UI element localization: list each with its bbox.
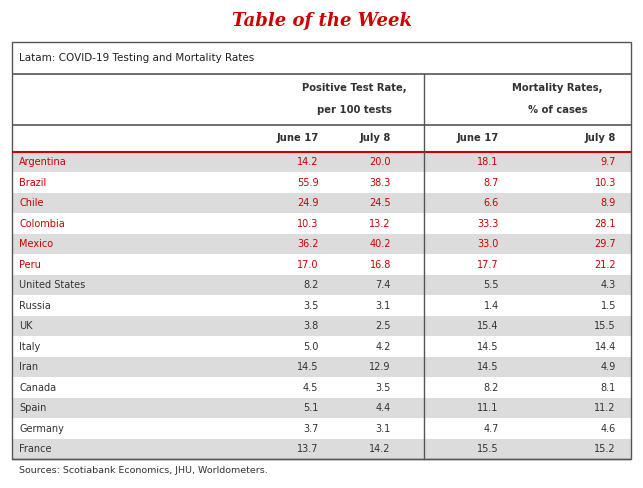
Text: 3.5: 3.5 [376, 383, 391, 392]
Text: 4.6: 4.6 [601, 424, 616, 433]
Text: 3.8: 3.8 [303, 321, 318, 331]
Text: 5.0: 5.0 [303, 342, 318, 351]
Text: Latam: COVID-19 Testing and Mortality Rates: Latam: COVID-19 Testing and Mortality Ra… [19, 53, 254, 63]
Text: 15.5: 15.5 [477, 444, 499, 454]
Text: Chile: Chile [19, 198, 44, 208]
Text: Spain: Spain [19, 403, 46, 413]
Text: 15.2: 15.2 [594, 444, 616, 454]
Text: 24.5: 24.5 [369, 198, 391, 208]
Text: 3.1: 3.1 [376, 301, 391, 310]
Text: Argentina: Argentina [19, 157, 67, 167]
Text: Mexico: Mexico [19, 239, 53, 249]
Text: per 100 tests: per 100 tests [317, 105, 392, 115]
Text: 55.9: 55.9 [297, 178, 318, 188]
Text: 4.9: 4.9 [601, 362, 616, 372]
Bar [12, 275, 631, 295]
Text: UK: UK [19, 321, 33, 331]
Text: 14.4: 14.4 [595, 342, 616, 351]
Text: 4.4: 4.4 [376, 403, 391, 413]
Text: Sources: Scotiabank Economics, JHU, Worldometers.: Sources: Scotiabank Economics, JHU, Worl… [19, 466, 267, 475]
Text: 8.2: 8.2 [303, 280, 318, 290]
Text: 13.2: 13.2 [370, 219, 391, 229]
Bar [12, 316, 631, 336]
Text: 15.4: 15.4 [477, 321, 499, 331]
Text: 29.7: 29.7 [594, 239, 616, 249]
Text: 2.5: 2.5 [376, 321, 391, 331]
Text: 1.5: 1.5 [601, 301, 616, 310]
Text: France: France [19, 444, 51, 454]
Text: 12.9: 12.9 [370, 362, 391, 372]
Text: Table of the Week: Table of the Week [231, 12, 412, 30]
Text: June 17: June 17 [276, 133, 318, 143]
Text: 28.1: 28.1 [594, 219, 616, 229]
Text: Italy: Italy [19, 342, 41, 351]
Text: Positive Test Rate,: Positive Test Rate, [302, 83, 407, 93]
Text: Peru: Peru [19, 260, 41, 270]
Text: 17.0: 17.0 [297, 260, 318, 270]
Text: 14.2: 14.2 [297, 157, 318, 167]
Text: 15.5: 15.5 [594, 321, 616, 331]
Text: 16.8: 16.8 [370, 260, 391, 270]
Text: 4.7: 4.7 [484, 424, 499, 433]
Text: 24.9: 24.9 [297, 198, 318, 208]
Text: Colombia: Colombia [19, 219, 65, 229]
Text: 14.5: 14.5 [297, 362, 318, 372]
Text: 9.7: 9.7 [601, 157, 616, 167]
Bar [12, 357, 631, 377]
Text: % of cases: % of cases [528, 105, 587, 115]
Text: 33.3: 33.3 [477, 219, 499, 229]
Text: 14.5: 14.5 [477, 342, 499, 351]
Text: July 8: July 8 [584, 133, 616, 143]
Text: 1.4: 1.4 [484, 301, 499, 310]
Text: 21.2: 21.2 [594, 260, 616, 270]
Bar [12, 152, 631, 172]
Text: 3.1: 3.1 [376, 424, 391, 433]
Bar [12, 193, 631, 213]
Text: 8.2: 8.2 [484, 383, 499, 392]
Text: 4.3: 4.3 [601, 280, 616, 290]
Text: 10.3: 10.3 [297, 219, 318, 229]
Text: 14.5: 14.5 [477, 362, 499, 372]
Text: 3.7: 3.7 [303, 424, 318, 433]
Text: 14.2: 14.2 [370, 444, 391, 454]
Text: 17.7: 17.7 [477, 260, 499, 270]
Text: Germany: Germany [19, 424, 64, 433]
Bar [12, 234, 631, 254]
Text: 5.5: 5.5 [484, 280, 499, 290]
Text: June 17: June 17 [457, 133, 499, 143]
Text: 20.0: 20.0 [370, 157, 391, 167]
Bar [12, 439, 631, 459]
Text: 4.2: 4.2 [376, 342, 391, 351]
Text: 10.3: 10.3 [595, 178, 616, 188]
Text: 33.0: 33.0 [477, 239, 499, 249]
Text: July 8: July 8 [359, 133, 391, 143]
Text: 13.7: 13.7 [297, 444, 318, 454]
Text: 7.4: 7.4 [376, 280, 391, 290]
Text: 4.5: 4.5 [303, 383, 318, 392]
Text: 8.9: 8.9 [601, 198, 616, 208]
Text: 36.2: 36.2 [297, 239, 318, 249]
Text: Brazil: Brazil [19, 178, 46, 188]
Text: Iran: Iran [19, 362, 38, 372]
Text: 11.1: 11.1 [477, 403, 499, 413]
Text: 40.2: 40.2 [370, 239, 391, 249]
Text: 11.2: 11.2 [594, 403, 616, 413]
Text: Mortality Rates,: Mortality Rates, [512, 83, 602, 93]
Bar [12, 398, 631, 418]
Text: 8.1: 8.1 [601, 383, 616, 392]
Text: 5.1: 5.1 [303, 403, 318, 413]
Text: 6.6: 6.6 [484, 198, 499, 208]
Text: Canada: Canada [19, 383, 56, 392]
Text: United States: United States [19, 280, 86, 290]
Text: 38.3: 38.3 [370, 178, 391, 188]
Text: 3.5: 3.5 [303, 301, 318, 310]
Text: Russia: Russia [19, 301, 51, 310]
Text: 8.7: 8.7 [484, 178, 499, 188]
Text: 18.1: 18.1 [477, 157, 499, 167]
